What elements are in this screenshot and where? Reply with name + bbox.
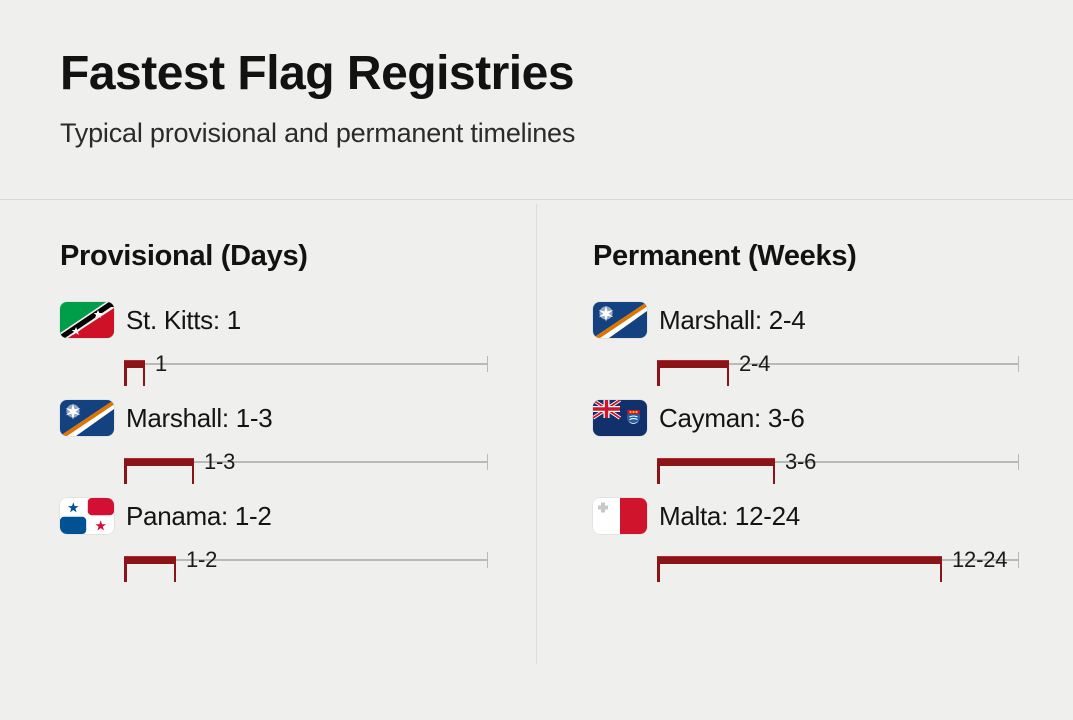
page-subtitle: Typical provisional and permanent timeli… bbox=[60, 117, 576, 148]
range-bar bbox=[657, 360, 729, 386]
row-panama: Panama: 1-2 1-2 bbox=[60, 497, 536, 582]
range-value-label: 1 bbox=[155, 351, 168, 376]
timeline-track bbox=[657, 461, 1019, 463]
row-cayman: Cayman: 3-6 3-6 bbox=[593, 399, 1072, 484]
timeline-malta: 12-24 bbox=[657, 545, 1019, 582]
range-value-label: 2-4 bbox=[739, 351, 771, 376]
range-bar-end-cap bbox=[939, 562, 942, 582]
timeline-track-end-cap bbox=[486, 454, 488, 470]
range-bar-start-cap bbox=[657, 366, 660, 386]
marshall-islands-flag-icon bbox=[593, 302, 647, 338]
column-divider bbox=[536, 204, 537, 664]
marshall-islands-flag-icon bbox=[60, 400, 114, 436]
cayman-islands-flag-icon bbox=[593, 400, 647, 436]
row-head: Panama: 1-2 bbox=[60, 497, 536, 535]
row-head: Cayman: 3-6 bbox=[593, 399, 1072, 437]
header-divider bbox=[0, 199, 1073, 200]
timeline-marshall-permanent: 2-4 bbox=[657, 349, 1019, 386]
range-bar-end-cap bbox=[772, 464, 775, 484]
range-bar-end-cap bbox=[173, 562, 176, 582]
timeline-track bbox=[124, 559, 488, 561]
timeline-track-end-cap bbox=[1017, 356, 1019, 372]
row-label: Marshall: 2-4 bbox=[659, 304, 806, 335]
timeline-track-end-cap bbox=[486, 356, 488, 372]
column-title-provisional: Provisional (Days) bbox=[60, 240, 308, 272]
range-bar bbox=[657, 556, 942, 582]
row-malta: Malta: 12-24 12-24 bbox=[593, 497, 1072, 582]
range-bar-end-cap bbox=[726, 366, 729, 386]
row-label: St. Kitts: 1 bbox=[126, 304, 241, 335]
timeline-st-kitts: 1 bbox=[124, 349, 488, 386]
header: Fastest Flag Registries Typical provisio… bbox=[0, 0, 1073, 200]
row-label: Malta: 12-24 bbox=[659, 500, 800, 531]
column-provisional: Provisional (Days) bbox=[0, 200, 536, 720]
range-bar bbox=[657, 458, 775, 484]
row-marshall-provisional: Marshall: 1-3 1-3 bbox=[60, 399, 536, 484]
column-title-permanent: Permanent (Weeks) bbox=[593, 240, 857, 272]
row-label: Panama: 1-2 bbox=[126, 500, 272, 531]
row-st-kitts: St. Kitts: 1 1 bbox=[60, 301, 536, 386]
row-label: Marshall: 1-3 bbox=[126, 402, 273, 433]
range-value-label: 1-2 bbox=[186, 547, 218, 572]
columns-container: Provisional (Days) bbox=[0, 200, 1073, 720]
range-bar-start-cap bbox=[124, 562, 127, 582]
timeline-track bbox=[124, 461, 488, 463]
timeline-track-end-cap bbox=[1017, 454, 1019, 470]
range-value-label: 12-24 bbox=[952, 547, 1008, 572]
range-value-label: 3-6 bbox=[785, 449, 817, 474]
timeline-cayman: 3-6 bbox=[657, 447, 1019, 484]
panama-flag-icon bbox=[60, 498, 114, 534]
range-bar bbox=[124, 458, 194, 484]
timeline-track-end-cap bbox=[486, 552, 488, 568]
range-value-label: 1-3 bbox=[204, 449, 236, 474]
page-title: Fastest Flag Registries bbox=[60, 47, 575, 100]
range-bar-end-cap bbox=[191, 464, 194, 484]
row-head: Malta: 12-24 bbox=[593, 497, 1072, 535]
range-bar-end-cap bbox=[142, 366, 145, 386]
row-head: Marshall: 2-4 bbox=[593, 301, 1072, 339]
row-head: Marshall: 1-3 bbox=[60, 399, 536, 437]
range-bar-start-cap bbox=[124, 366, 127, 386]
malta-flag-icon bbox=[593, 498, 647, 534]
row-label: Cayman: 3-6 bbox=[659, 402, 805, 433]
st-kitts-nevis-flag-icon bbox=[60, 302, 114, 338]
timeline-panama: 1-2 bbox=[124, 545, 488, 582]
range-bar-start-cap bbox=[124, 464, 127, 484]
row-head: St. Kitts: 1 bbox=[60, 301, 536, 339]
timeline-track-end-cap bbox=[1017, 552, 1019, 568]
timeline-marshall-provisional: 1-3 bbox=[124, 447, 488, 484]
range-bar-start-cap bbox=[657, 464, 660, 484]
range-bar bbox=[124, 360, 145, 386]
row-marshall-permanent: Marshall: 2-4 2-4 bbox=[593, 301, 1072, 386]
timeline-track bbox=[124, 363, 488, 365]
range-bar bbox=[124, 556, 176, 582]
timeline-track bbox=[657, 363, 1019, 365]
column-permanent: Permanent (Weeks) bbox=[536, 200, 1072, 720]
range-bar-start-cap bbox=[657, 562, 660, 582]
